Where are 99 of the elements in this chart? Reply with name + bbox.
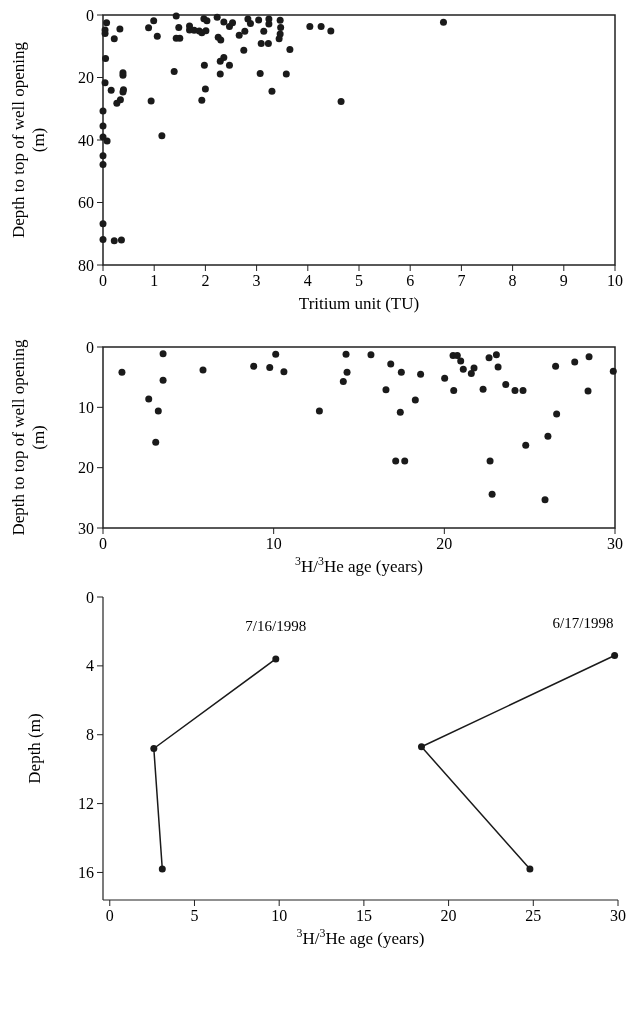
y-axis-title: Depth to top of well opening (m) [9,339,48,536]
y-tick-label: 0 [86,588,94,606]
point [571,358,579,366]
point [396,408,404,416]
point [467,370,475,378]
y-axis-title: Depth (m) [25,713,44,784]
point [199,366,207,374]
point [492,351,500,359]
y-tick-label: 80 [78,256,94,274]
point [266,364,274,372]
x-tick-label: 30 [610,907,626,924]
annotation: 6/17/1998 [552,614,614,631]
point [486,457,494,465]
point [553,410,561,418]
point [441,374,449,382]
x-tick-label: 5 [355,272,363,289]
y-tick-label: 20 [78,459,94,477]
y-tick-label: 0 [86,6,94,24]
x-tick-label: 10 [265,535,282,552]
point [411,396,419,404]
annotation: 7/16/1998 [245,617,307,634]
point [459,365,467,373]
x-tick-label: 8 [508,272,517,289]
point [453,351,461,359]
point [272,655,280,663]
point [272,350,280,358]
point [470,364,478,372]
x-tick-label: 20 [436,535,453,552]
x-tick-label: 7 [457,272,466,289]
point [494,363,502,371]
point [382,386,390,394]
y-tick-label: 20 [78,69,94,87]
point [519,386,527,394]
x-tick-label: 4 [303,272,312,289]
y-tick-label: 30 [78,519,94,537]
x-tick-label: 10 [271,907,288,924]
x-axis-title: $^{3}$H/$^{3}$He age (years) [294,554,424,576]
y-tick-label: 12 [78,795,94,813]
point [584,387,592,395]
point [339,377,347,385]
x-tick-label: 0 [105,907,114,924]
x-tick-label: 2 [201,272,210,289]
point [417,370,425,378]
point [611,652,619,660]
x-tick-label: 20 [440,907,457,924]
x-tick-label: 1 [150,272,159,289]
point [502,380,510,388]
y-tick-label: 10 [78,398,94,416]
point [145,395,153,403]
point [392,457,400,465]
point [544,432,552,440]
x-axis-title: $^{3}$H/$^{3}$He age (years) [296,926,425,948]
point [417,743,425,751]
x-tick-label: 5 [190,907,199,924]
point [343,368,351,376]
y-tick-label: 0 [86,338,94,356]
x-tick-label: 10 [607,272,623,289]
point [488,490,496,498]
point [250,362,258,370]
point [280,368,288,376]
x-tick-label: 0 [99,535,107,552]
y-tick-label: 60 [78,194,94,212]
point [367,351,375,359]
point [609,367,617,375]
point [511,386,519,394]
x-tick-label: 25 [525,907,542,924]
point [342,350,350,358]
x-axis-title: Tritium unit (TU) [298,294,420,313]
y-axis-title: Depth to top of well opening (m) [9,41,48,238]
point [397,368,405,376]
point [585,353,593,361]
point [118,368,126,376]
y-tick-label: 16 [78,864,94,882]
point [541,496,549,504]
x-tick-label: 9 [559,272,568,289]
point [387,360,395,368]
point [457,357,465,365]
point [552,362,560,370]
point [150,745,158,752]
y-tick-label: 4 [86,657,94,675]
point [485,354,493,362]
point [522,441,530,449]
point [152,438,160,446]
point [526,865,534,873]
point [154,407,162,415]
point [159,376,167,384]
x-tick-label: 3 [252,272,261,289]
point [159,350,167,358]
x-tick-label: 6 [406,272,415,289]
x-tick-label: 30 [607,535,623,552]
x-tick-label: 15 [355,907,372,924]
point [401,457,409,465]
point [315,407,323,415]
point [479,385,487,393]
point [450,386,458,394]
y-tick-label: 40 [78,131,94,149]
point [158,865,166,873]
y-tick-label: 8 [86,726,94,744]
x-tick-label: 0 [99,272,107,289]
